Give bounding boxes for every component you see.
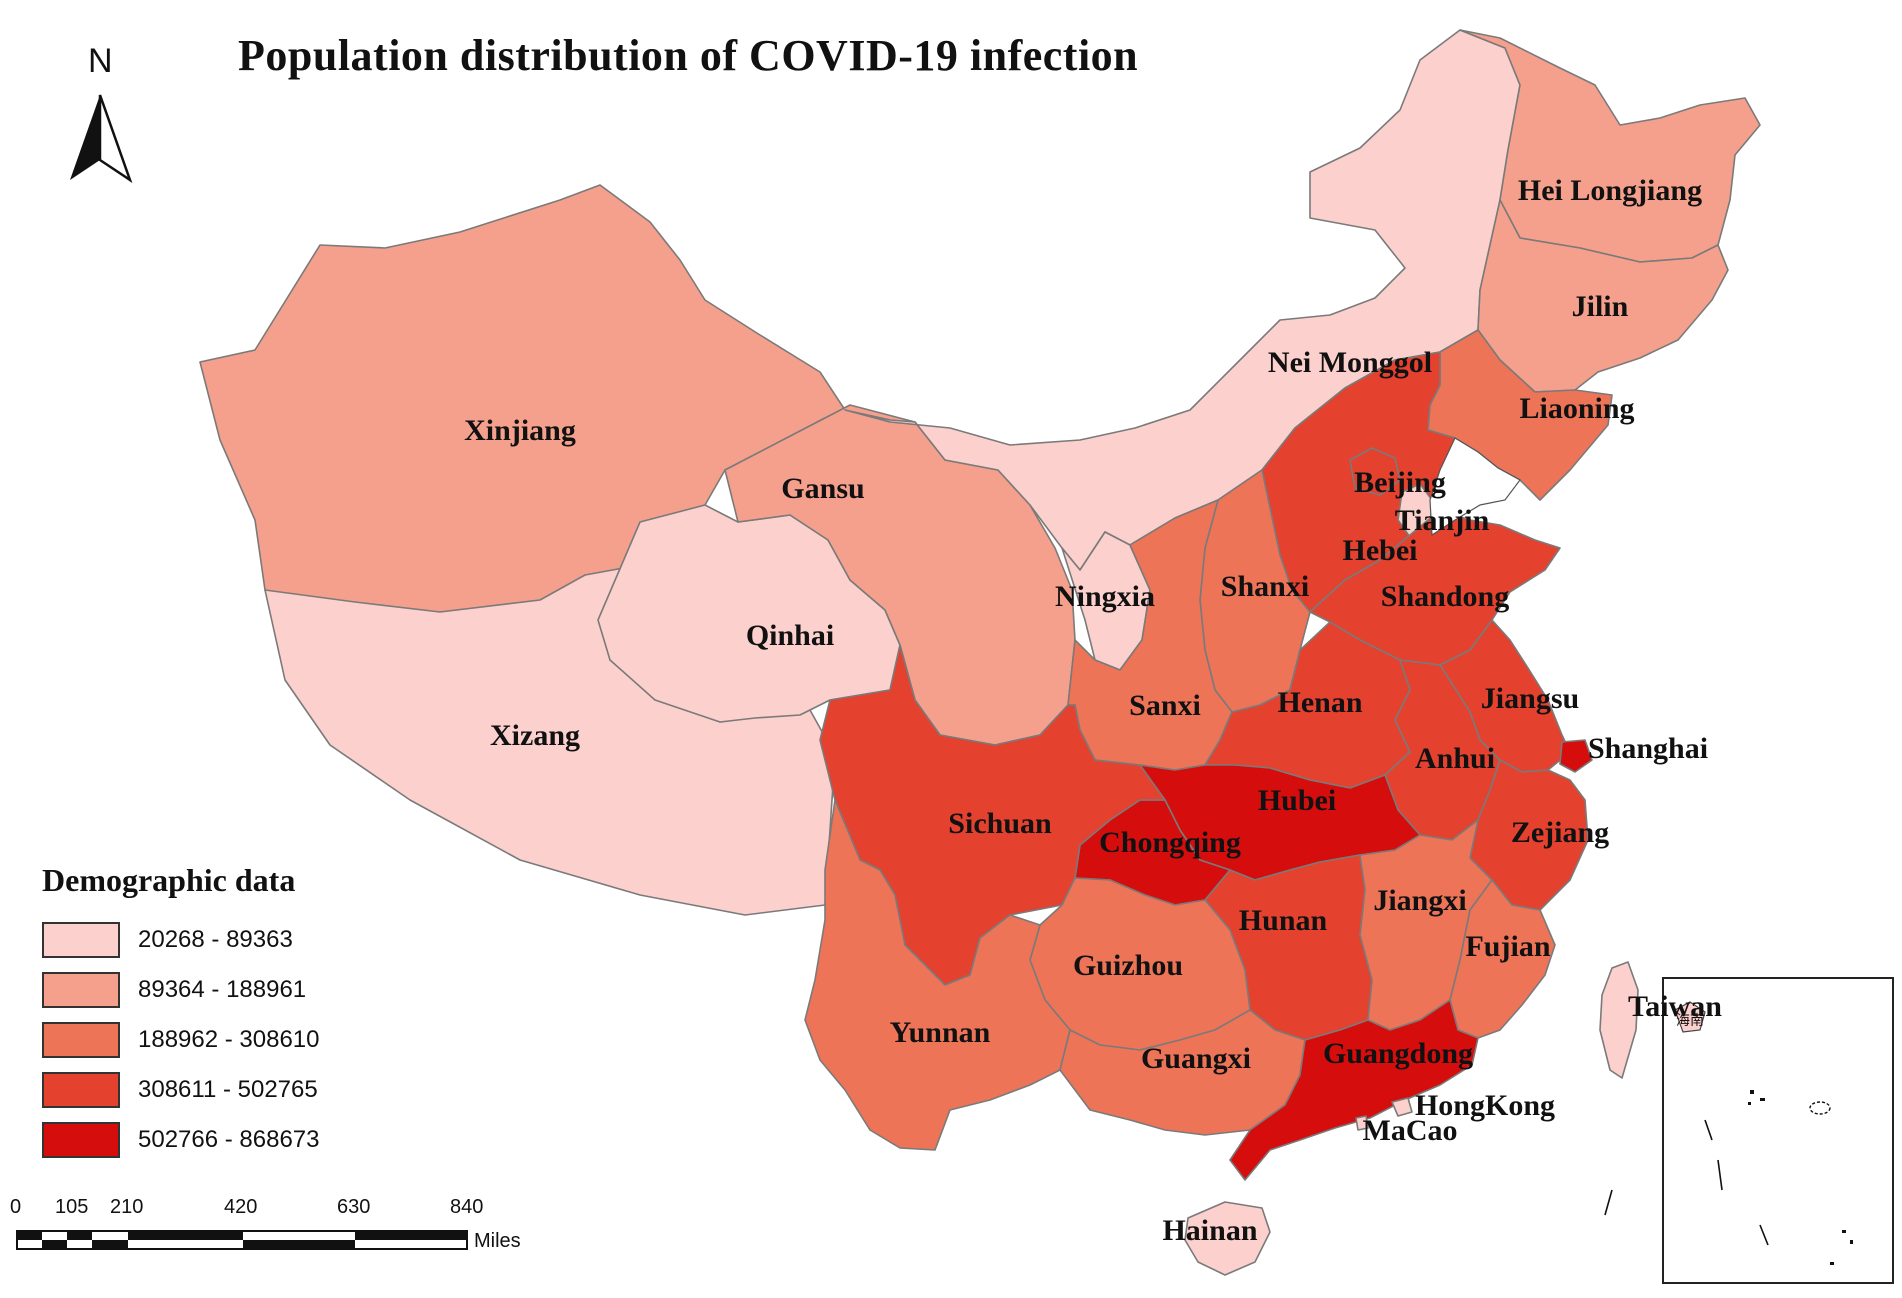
region-label-taiwan: Taiwan	[1628, 990, 1722, 1023]
scale-unit: Miles	[474, 1230, 521, 1252]
region-label-xinjiang: Xinjiang	[464, 414, 576, 447]
north-arrow	[70, 94, 133, 184]
region-label-jiangxi: Jiangxi	[1373, 884, 1466, 917]
region-label-hunan: Hunan	[1239, 904, 1328, 937]
region-label-hubei: Hubei	[1258, 784, 1336, 817]
region-label-shandong: Shandong	[1381, 580, 1509, 613]
region-label-neimonggol: Nei Monggol	[1268, 346, 1432, 379]
region-label-guangdong: Guangdong	[1323, 1037, 1473, 1070]
south-china-sea-inset	[1604, 977, 1894, 1284]
region-label-hebei: Hebei	[1343, 534, 1418, 567]
region-label-guangxi: Guangxi	[1141, 1042, 1251, 1075]
region-label-fujian: Fujian	[1465, 930, 1550, 963]
north-label: N	[88, 42, 113, 80]
scale-tick-label: 105	[55, 1196, 89, 1218]
legend-swatch	[42, 972, 120, 1008]
legend-item: 188962 - 308610	[42, 1020, 320, 1060]
region-taiwan[interactable]	[1599, 961, 1639, 1079]
map-title: Population distribution of COVID-19 infe…	[238, 31, 1139, 80]
region-label-xizang: Xizang	[490, 719, 580, 752]
inset-label: 海南	[1676, 1012, 1704, 1028]
region-label-gansu: Gansu	[781, 472, 864, 505]
scale-bar	[16, 1230, 468, 1250]
legend-title: Demographic data	[42, 862, 296, 898]
region-macao[interactable]	[1355, 1115, 1369, 1131]
region-beijing[interactable]	[1349, 447, 1401, 496]
region-heilongjiang[interactable]	[1459, 29, 1761, 263]
region-label-tianjin: Tianjin	[1395, 504, 1490, 537]
legend-item: 502766 - 868673	[42, 1120, 320, 1160]
legend-swatch	[42, 1122, 120, 1158]
region-label-sanxi: Sanxi	[1129, 689, 1201, 722]
legend-range: 188962 - 308610	[138, 1026, 320, 1053]
region-label-jiangsu: Jiangsu	[1481, 682, 1579, 715]
legend-range: 89364 - 188961	[138, 976, 307, 1003]
region-label-guizhou: Guizhou	[1073, 949, 1183, 982]
scale-tick-label: 840	[450, 1196, 484, 1218]
region-label-ningxia: Ningxia	[1055, 580, 1155, 613]
legend-item: 20268 - 89363	[42, 920, 293, 960]
region-label-sichuan: Sichuan	[948, 807, 1052, 840]
legend-range: 502766 - 868673	[138, 1126, 320, 1153]
region-label-shanxi: Shanxi	[1221, 570, 1309, 603]
scale-tick-label: 210	[110, 1196, 144, 1218]
legend-range: 20268 - 89363	[138, 926, 293, 953]
region-label-zejiang: Zejiang	[1511, 816, 1609, 849]
region-label-shanghai: Shanghai	[1588, 732, 1708, 765]
legend-range: 308611 - 502765	[138, 1076, 318, 1103]
region-hainan[interactable]	[1184, 1201, 1271, 1276]
region-label-yunnan: Yunnan	[890, 1016, 991, 1049]
legend-item: 308611 - 502765	[42, 1070, 318, 1110]
region-hongkong[interactable]	[1391, 1097, 1413, 1117]
legend-swatch	[42, 1022, 120, 1058]
region-label-henan: Henan	[1277, 686, 1362, 719]
legend-swatch	[42, 922, 120, 958]
region-label-liaoning: Liaoning	[1519, 392, 1634, 425]
legend-swatch	[42, 1072, 120, 1108]
legend-item: 89364 - 188961	[42, 970, 306, 1010]
region-label-hongkong: HongKong	[1415, 1089, 1555, 1122]
region-label-jilin: Jilin	[1572, 290, 1629, 323]
region-label-hainan: Hainan	[1162, 1214, 1257, 1247]
region-label-beijing: Beijing	[1354, 466, 1446, 499]
region-label-chongqing: Chongqing	[1099, 826, 1241, 859]
bohai-sea	[1429, 437, 1521, 537]
scale-tick-label: 630	[337, 1196, 371, 1218]
region-label-anhui: Anhui	[1415, 742, 1495, 775]
region-label-qinhai: Qinhai	[746, 619, 834, 652]
scale-tick-label: 0	[10, 1196, 22, 1218]
region-label-heilongjiang: Hei Longjiang	[1518, 174, 1702, 207]
scale-tick-label: 420	[224, 1196, 258, 1218]
region-label-macao: MaCao	[1363, 1114, 1458, 1147]
region-shanghai[interactable]	[1559, 739, 1593, 773]
